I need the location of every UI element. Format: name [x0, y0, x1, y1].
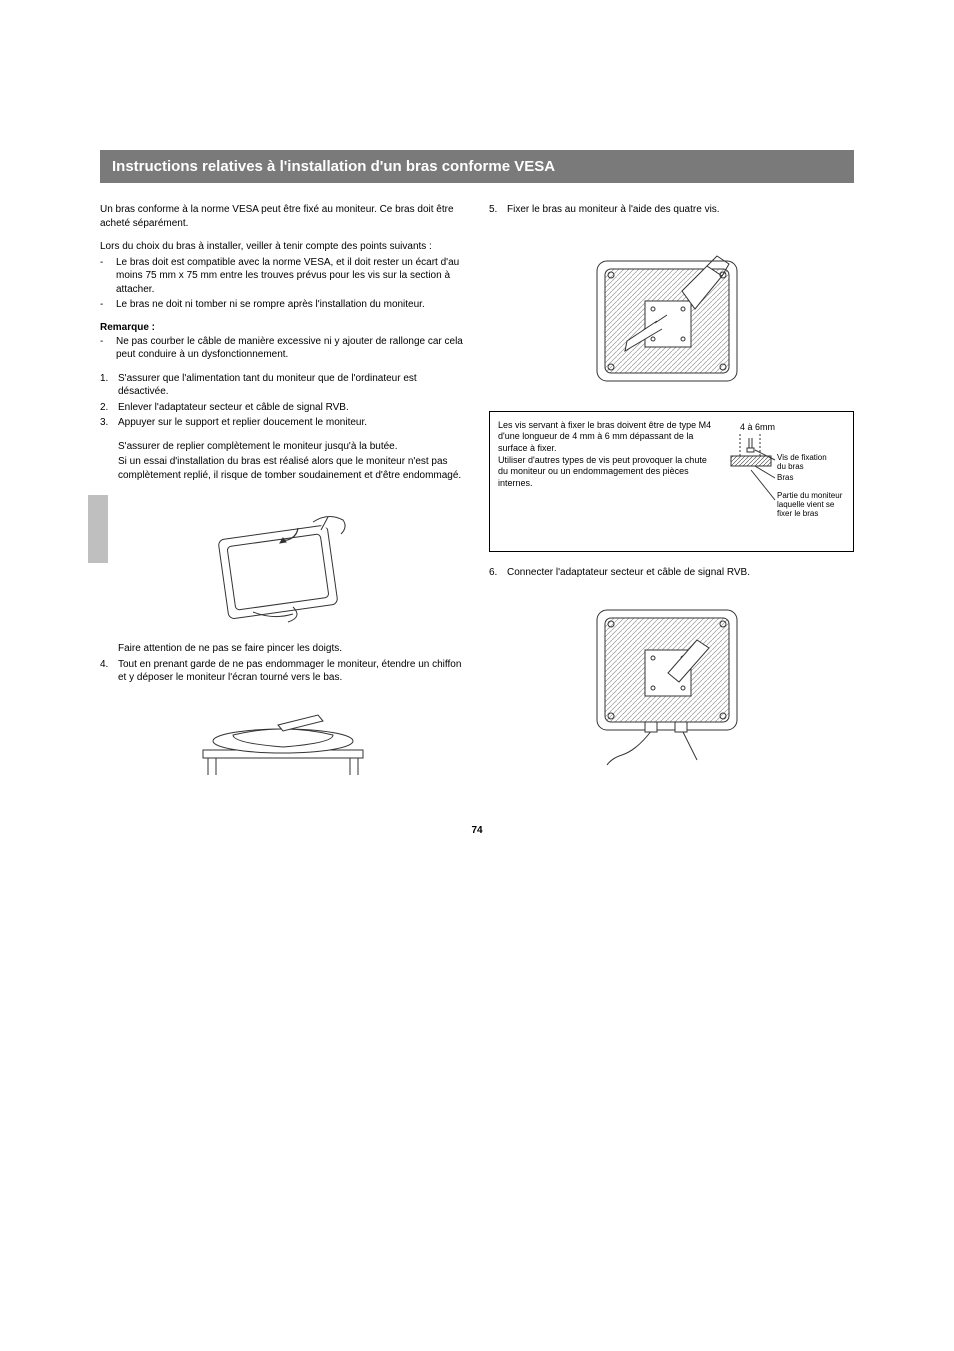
figure-attach-arm [489, 231, 854, 401]
left-column: Un bras conforme à la norme VESA peut êt… [100, 203, 465, 795]
choice-intro: Lors du choix du bras à installer, veill… [100, 240, 465, 254]
screw-info-box: Les vis servant à fixer le bras doivent … [489, 411, 854, 553]
step-number: 4. [100, 658, 118, 685]
step-text: Tout en prenant garde de ne pas endommag… [118, 658, 465, 685]
figure-connect-cables [489, 590, 854, 770]
page-number: 74 [100, 825, 854, 836]
step-text: Fixer le bras au moniteur à l'aide des q… [507, 203, 854, 217]
label-fix-2: du bras [777, 462, 804, 471]
label-part-1: Partie du moniteur à [777, 491, 845, 500]
figure-fold-monitor [100, 492, 465, 632]
list-item: - Le bras doit est compatible avec la no… [100, 256, 465, 297]
figure-monitor-on-cloth [100, 695, 465, 785]
step3-extra1: S'assurer de replier complètement le mon… [118, 440, 465, 454]
step-number: 3. [100, 416, 118, 430]
label-part-2: laquelle vient se [777, 500, 835, 509]
intro-para: Un bras conforme à la norme VESA peut êt… [100, 203, 465, 230]
dash-marker: - [100, 298, 116, 312]
content-columns: Un bras conforme à la norme VESA peut êt… [100, 203, 854, 795]
document-page: Instructions relatives à l'installation … [0, 0, 954, 896]
right-column: 5. Fixer le bras au moniteur à l'aide de… [489, 203, 854, 795]
step-text: Appuyer sur le support et replier doucem… [118, 416, 465, 430]
step-text: Enlever l'adaptateur secteur et câble de… [118, 401, 465, 415]
step-6: 6. Connecter l'adaptateur secteur et câb… [489, 566, 854, 580]
step-text: Connecter l'adaptateur secteur et câble … [507, 566, 854, 580]
list-item: 3. Appuyer sur le support et replier dou… [100, 416, 465, 430]
list-text: Le bras doit est compatible avec la norm… [116, 256, 465, 297]
step-number: 1. [100, 372, 118, 399]
screw-dim-label: 4 à 6mm [740, 422, 775, 432]
page-title: Instructions relatives à l'installation … [100, 150, 854, 183]
step-text: S'assurer que l'alimentation tant du mon… [118, 372, 465, 399]
list-text: Le bras ne doit ni tomber ni se rompre a… [116, 298, 465, 312]
label-arm: Bras [777, 473, 793, 482]
list-item: 1. S'assurer que l'alimentation tant du … [100, 372, 465, 399]
remark-heading: Remarque : [100, 322, 465, 333]
list-text: Ne pas courber le câble de manière exces… [116, 335, 465, 362]
screw-diagram: 4 à 6mm [725, 420, 845, 544]
step-4: 4. Tout en prenant garde de ne pas endom… [100, 658, 465, 685]
finger-warning: Faire attention de ne pas se faire pince… [118, 642, 465, 656]
step-number: 2. [100, 401, 118, 415]
list-item: - Le bras ne doit ni tomber ni se rompre… [100, 298, 465, 312]
step-number: 6. [489, 566, 507, 580]
steps-list-1-3: 1. S'assurer que l'alimentation tant du … [100, 372, 465, 430]
step-number: 5. [489, 203, 507, 217]
list-item: - Ne pas courber le câble de manière exc… [100, 335, 465, 362]
step3-extra2: Si un essai d'installation du bras est r… [118, 455, 465, 482]
choice-list: - Le bras doit est compatible avec la no… [100, 256, 465, 312]
dash-marker: - [100, 256, 116, 297]
list-item: 2. Enlever l'adaptateur secteur et câble… [100, 401, 465, 415]
screw-text: Les vis servant à fixer le bras doivent … [498, 420, 717, 544]
label-part-3: fixer le bras [777, 509, 818, 518]
dash-marker: - [100, 335, 116, 362]
step-5: 5. Fixer le bras au moniteur à l'aide de… [489, 203, 854, 217]
remark-list: - Ne pas courber le câble de manière exc… [100, 335, 465, 362]
label-fix-1: Vis de fixation [777, 453, 827, 462]
